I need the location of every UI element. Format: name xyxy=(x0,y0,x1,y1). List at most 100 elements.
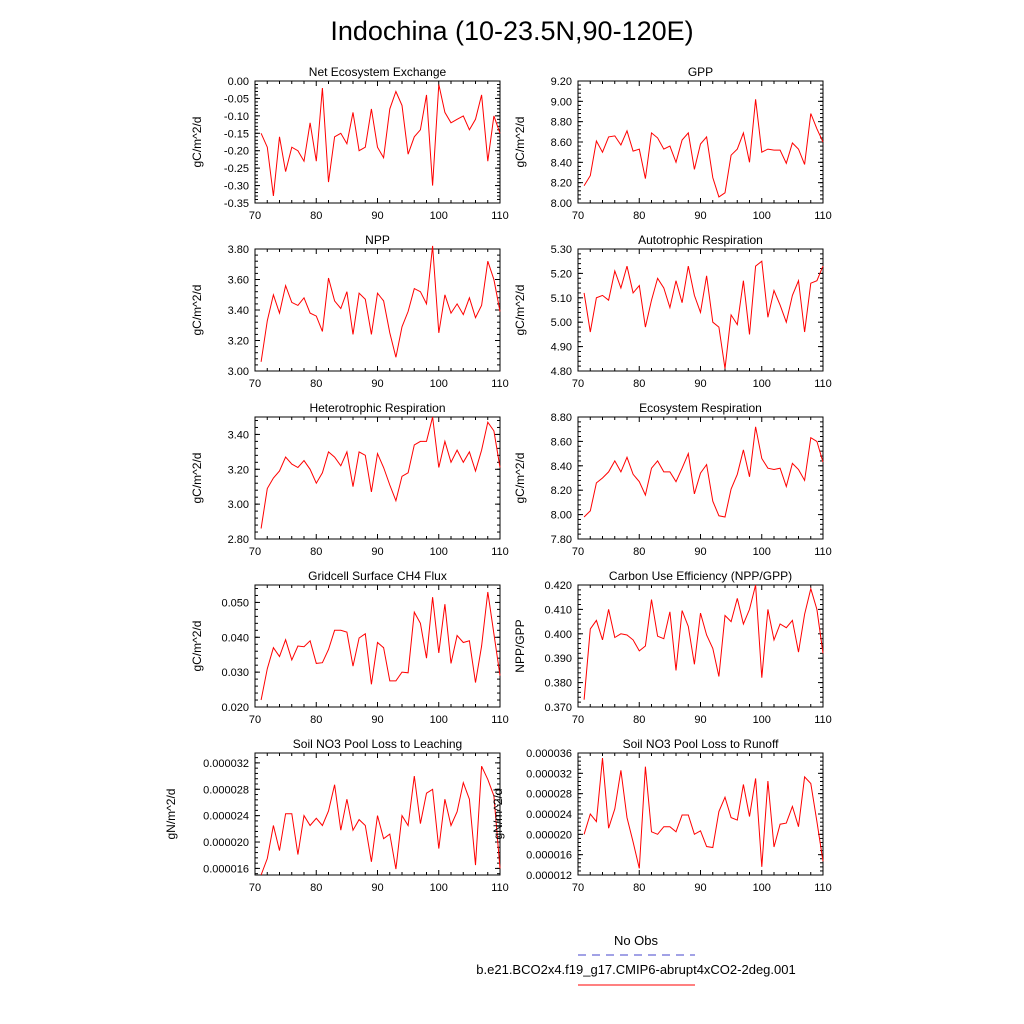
plot-frame xyxy=(577,80,824,204)
x-tick-label: 80 xyxy=(633,378,645,390)
plot-frame xyxy=(254,80,501,204)
x-tick-label: 90 xyxy=(371,714,383,726)
y-tick-label: 3.00 xyxy=(228,366,249,378)
legend-label-no-obs: No Obs xyxy=(614,933,659,948)
legend: No Obs b.e21.BCO2x4.f19_g17.CMIP6-abrupt… xyxy=(476,933,796,986)
y-tick-label: 0.000020 xyxy=(203,837,249,849)
x-tick-label: 80 xyxy=(310,714,322,726)
plot-frame xyxy=(577,752,824,876)
panel-title: Soil NO3 Pool Loss to Runoff xyxy=(623,737,780,751)
panels: Net Ecosystem Exchange 70 80 90 100 110 0.00 -0… xyxy=(164,65,832,894)
x-tick-label: 90 xyxy=(371,882,383,894)
plot-frame xyxy=(577,416,824,540)
series-line-soil-no3-pool-loss-to-runoff xyxy=(583,758,824,869)
y-axis-label: gN/m^2/d xyxy=(491,789,505,840)
y-tick-label: 0.030 xyxy=(221,667,249,679)
x-tick-label: 110 xyxy=(491,882,509,894)
y-tick-label: 2.80 xyxy=(228,534,249,546)
series-line-ecosystem-respiration xyxy=(583,426,824,518)
x-tick-label: 110 xyxy=(814,378,832,390)
y-tick-label: 0.000020 xyxy=(526,829,572,841)
y-tick-label: 0.000032 xyxy=(203,758,249,770)
plot-frame xyxy=(254,416,501,540)
x-tick-label: 110 xyxy=(491,210,509,222)
x-tick-label: 90 xyxy=(694,714,706,726)
x-tick-label: 80 xyxy=(310,882,322,894)
y-tick-label: 3.40 xyxy=(228,429,249,441)
panel-ecosystem-respiration: Ecosystem Respiration 70 80 90 100 110 7.80 8.0… xyxy=(513,401,832,558)
x-tick-label: 100 xyxy=(430,546,448,558)
main-title: Indochina (10-23.5N,90-120E) xyxy=(330,16,693,46)
x-tick-label: 70 xyxy=(249,882,261,894)
legend-label-model-run: b.e21.BCO2x4.f19_g17.CMIP6-abrupt4xCO2-2… xyxy=(476,962,795,977)
panel-title: Autotrophic Respiration xyxy=(638,233,763,247)
series-line-gpp xyxy=(583,99,824,198)
panel-title: Ecosystem Respiration xyxy=(639,401,762,415)
y-tick-label: 0.390 xyxy=(544,653,572,665)
x-tick-label: 100 xyxy=(753,378,771,390)
x-tick-label: 90 xyxy=(694,210,706,222)
series-line-npp xyxy=(260,245,501,362)
plot-frame xyxy=(254,248,501,372)
y-tick-label: 8.40 xyxy=(551,461,572,473)
x-tick-label: 70 xyxy=(572,882,584,894)
y-tick-label: 8.20 xyxy=(551,485,572,497)
panel-gridcell-surface-ch4-flux: Gridcell Surface CH4 Flux 70 80 90 100 110 0.0… xyxy=(190,569,509,726)
x-tick-label: 100 xyxy=(753,882,771,894)
series-line-soil-no3-pool-loss-to-leaching xyxy=(260,765,501,876)
y-axis-label: gC/m^2/d xyxy=(513,285,527,336)
y-tick-label: 3.60 xyxy=(228,275,249,287)
y-tick-label: 3.40 xyxy=(228,305,249,317)
plot-frame xyxy=(577,584,824,708)
y-tick-label: 0.000024 xyxy=(203,811,249,823)
series-line-autotrophic-respiration xyxy=(583,260,824,369)
panel-soil-no3-pool-loss-to-leaching: Soil NO3 Pool Loss to Leaching 70 80 90 100 1… xyxy=(164,737,509,894)
y-tick-label: 4.80 xyxy=(551,366,572,378)
x-tick-label: 100 xyxy=(430,210,448,222)
x-tick-label: 80 xyxy=(633,714,645,726)
y-axis-label: gC/m^2/d xyxy=(190,285,204,336)
y-tick-label: 0.00 xyxy=(228,76,249,88)
y-tick-label: 8.40 xyxy=(551,157,572,169)
y-tick-label: 3.20 xyxy=(228,336,249,348)
panel-net-ecosystem-exchange: Net Ecosystem Exchange 70 80 90 100 110 0.00 -0… xyxy=(190,65,509,222)
panel-title: GPP xyxy=(688,65,713,79)
panel-heterotrophic-respiration: Heterotrophic Respiration 70 80 90 100 110 2.8… xyxy=(190,401,509,558)
y-tick-label: -0.25 xyxy=(224,163,249,175)
y-tick-label: 0.000032 xyxy=(526,768,572,780)
y-axis-label: gC/m^2/d xyxy=(190,453,204,504)
x-tick-label: 70 xyxy=(572,210,584,222)
y-axis-label: gC/m^2/d xyxy=(190,621,204,672)
y-tick-label: 0.370 xyxy=(544,702,572,714)
y-tick-label: -0.20 xyxy=(224,146,249,158)
y-tick-label: 3.20 xyxy=(228,464,249,476)
y-tick-label: 0.000028 xyxy=(526,789,572,801)
x-tick-label: 100 xyxy=(753,714,771,726)
x-tick-label: 110 xyxy=(814,546,832,558)
panel-npp: NPP 70 80 90 100 110 3.00 3.20 3.40 3.60 3.80 gC/m^… xyxy=(190,233,509,390)
x-tick-label: 70 xyxy=(249,210,261,222)
x-tick-label: 110 xyxy=(491,378,509,390)
x-tick-label: 90 xyxy=(371,210,383,222)
x-tick-label: 70 xyxy=(249,378,261,390)
panel-autotrophic-respiration: Autotrophic Respiration 70 80 90 100 110 4.80 4… xyxy=(513,233,832,390)
x-tick-label: 80 xyxy=(633,210,645,222)
x-tick-label: 110 xyxy=(814,210,832,222)
x-tick-label: 90 xyxy=(694,378,706,390)
x-tick-label: 70 xyxy=(249,546,261,558)
y-axis-label: gC/m^2/d xyxy=(513,453,527,504)
y-tick-label: -0.35 xyxy=(224,198,249,210)
x-tick-label: 70 xyxy=(572,378,584,390)
y-axis-label: NPP/GPP xyxy=(513,619,527,672)
x-tick-label: 100 xyxy=(430,882,448,894)
y-tick-label: 0.020 xyxy=(221,702,249,714)
x-tick-label: 80 xyxy=(310,378,322,390)
x-tick-label: 90 xyxy=(371,546,383,558)
x-tick-label: 110 xyxy=(814,882,832,894)
x-tick-label: 70 xyxy=(572,714,584,726)
y-tick-label: 8.00 xyxy=(551,510,572,522)
x-tick-label: 70 xyxy=(249,714,261,726)
x-tick-label: 100 xyxy=(430,714,448,726)
x-tick-label: 110 xyxy=(491,546,509,558)
